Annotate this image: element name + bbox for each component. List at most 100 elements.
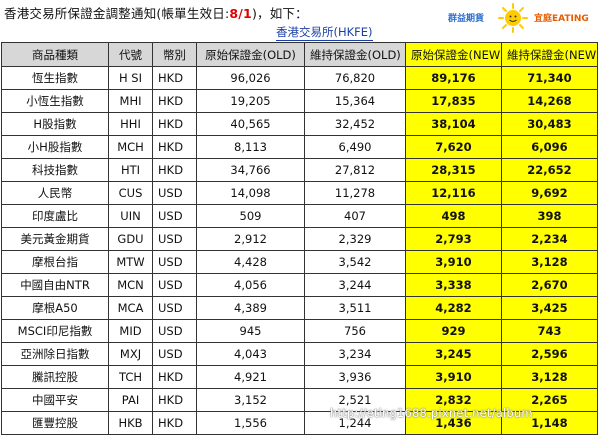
cell-initial-old: 1,556 [196, 411, 305, 435]
cell-initial-new: 28,315 [405, 158, 502, 182]
cell-maint-old: 3,511 [304, 296, 406, 320]
cell-initial-new: 3,245 [405, 342, 502, 366]
cell-maint-old: 15,364 [304, 89, 406, 113]
table-row: 小恆生指數 MHI HKD 19,205 15,364 17,835 14,268 [1, 89, 598, 113]
cell-maint-new: 30,483 [501, 112, 598, 136]
cell-product: 中國自由NTR [1, 273, 109, 297]
cell-maint-old: 407 [304, 204, 406, 228]
cell-initial-old: 2,912 [196, 227, 305, 251]
table-row: 小H股指數 MCH HKD 8,113 6,490 7,620 6,096 [1, 135, 598, 159]
cell-initial-new: 2,832 [405, 388, 502, 412]
table-row: MSCI印尼指數 MID USD 945 756 929 743 [1, 319, 598, 343]
cell-code: HKB [108, 411, 153, 435]
cell-currency: USD [152, 227, 197, 251]
exchange-subtitle: 香港交易所(HKFE) [276, 24, 373, 41]
cell-product: 中國平安 [1, 388, 109, 412]
table-header-row: 商品種類 代號 幣別 原始保證金(OLD) 維持保證金(OLD) 原始保證金(N… [1, 42, 598, 67]
cell-code: MCA [108, 296, 153, 320]
cell-initial-old: 4,056 [196, 273, 305, 297]
watermark-url: http://eting1688.pixnet.net/album [330, 406, 533, 420]
table-row: 騰訊控股 TCH HKD 4,921 3,936 3,910 3,128 [1, 365, 598, 389]
cell-maint-new: 6,096 [501, 135, 598, 159]
cell-code: MCH [108, 135, 153, 159]
cell-maint-old: 756 [304, 319, 406, 343]
cell-currency: USD [152, 342, 197, 366]
cell-currency: USD [152, 204, 197, 228]
cell-product: 小恆生指數 [1, 89, 109, 113]
table-row: 恆生指數 H SI HKD 96,026 76,820 89,176 71,340 [1, 66, 598, 90]
table-row: 摩根台指 MTW USD 4,428 3,542 3,910 3,128 [1, 250, 598, 274]
logo-left-text: 群益期貨 [448, 14, 485, 24]
cell-currency: HKD [152, 365, 197, 389]
cell-initial-new: 3,910 [405, 365, 502, 389]
cell-code: MID [108, 319, 153, 343]
subtitle-underline [276, 40, 373, 41]
cell-maint-new: 14,268 [501, 89, 598, 113]
cell-initial-new: 7,620 [405, 135, 502, 159]
cell-code: H SI [108, 66, 153, 90]
col-header-product: 商品種類 [1, 42, 109, 67]
table-row: 人民幣 CUS USD 14,098 11,278 12,116 9,692 [1, 181, 598, 205]
cell-currency: HKD [152, 112, 197, 136]
cell-maint-new: 398 [501, 204, 598, 228]
brand-logo: 群益期貨 宜庭EATING [446, 0, 598, 34]
cell-initial-old: 34,766 [196, 158, 305, 182]
cell-maint-new: 3,128 [501, 365, 598, 389]
cell-code: HTI [108, 158, 153, 182]
page-title: 香港交易所保證金調整通知(帳單生效日:8/1)，如下： [4, 3, 308, 22]
cell-maint-old: 3,936 [304, 365, 406, 389]
cell-initial-old: 3,152 [196, 388, 305, 412]
cell-currency: HKD [152, 89, 197, 113]
cell-initial-old: 19,205 [196, 89, 305, 113]
cell-product: H股指數 [1, 112, 109, 136]
cell-product: MSCI印尼指數 [1, 319, 109, 343]
cell-maint-new: 2,596 [501, 342, 598, 366]
cell-code: CUS [108, 181, 153, 205]
cell-code: TCH [108, 365, 153, 389]
cell-product: 印度盧比 [1, 204, 109, 228]
cell-code: GDU [108, 227, 153, 251]
cell-maint-old: 6,490 [304, 135, 406, 159]
cell-initial-old: 4,389 [196, 296, 305, 320]
sun-icon [498, 3, 528, 33]
cell-code: MHI [108, 89, 153, 113]
cell-product: 恆生指數 [1, 66, 109, 90]
table-body: 恆生指數 H SI HKD 96,026 76,820 89,176 71,340 小恆生指數… [1, 66, 598, 435]
cell-maint-old: 76,820 [304, 66, 406, 90]
cell-product: 亞洲除日指數 [1, 342, 109, 366]
title-after: )，如下： [251, 6, 308, 21]
col-header-maint-old: 維持保證金(OLD) [304, 42, 406, 67]
cell-initial-new: 17,835 [405, 89, 502, 113]
cell-code: HHI [108, 112, 153, 136]
cell-product: 人民幣 [1, 181, 109, 205]
table-row: 印度盧比 UIN USD 509 407 498 398 [1, 204, 598, 228]
table-row: 中國自由NTR MCN USD 4,056 3,244 3,338 2,670 [1, 273, 598, 297]
table-row: 美元黃金期貨 GDU USD 2,912 2,329 2,793 2,234 [1, 227, 598, 251]
margin-table: 商品種類 代號 幣別 原始保證金(OLD) 維持保證金(OLD) 原始保證金(N… [1, 42, 598, 435]
table-row: 摩根A50 MCA USD 4,389 3,511 4,282 3,425 [1, 296, 598, 320]
cell-product: 美元黃金期貨 [1, 227, 109, 251]
cell-initial-old: 509 [196, 204, 305, 228]
cell-maint-new: 22,652 [501, 158, 598, 182]
cell-initial-new: 929 [405, 319, 502, 343]
cell-maint-old: 3,244 [304, 273, 406, 297]
cell-product: 科技指數 [1, 158, 109, 182]
cell-initial-old: 4,428 [196, 250, 305, 274]
col-header-currency: 幣別 [152, 42, 197, 67]
table-row: 亞洲除日指數 MXJ USD 4,043 3,234 3,245 2,596 [1, 342, 598, 366]
cell-maint-new: 3,128 [501, 250, 598, 274]
col-header-maint-new: 維持保證金(NEW) [501, 42, 598, 67]
cell-initial-new: 3,338 [405, 273, 502, 297]
cell-maint-old: 2,329 [304, 227, 406, 251]
cell-maint-old: 27,812 [304, 158, 406, 182]
cell-product: 小H股指數 [1, 135, 109, 159]
cell-currency: USD [152, 181, 197, 205]
cell-currency: USD [152, 319, 197, 343]
cell-currency: HKD [152, 66, 197, 90]
cell-initial-new: 498 [405, 204, 502, 228]
table-row: 科技指數 HTI HKD 34,766 27,812 28,315 22,652 [1, 158, 598, 182]
cell-maint-old: 3,542 [304, 250, 406, 274]
effective-date: 8/1 [229, 6, 252, 21]
cell-maint-new: 71,340 [501, 66, 598, 90]
cell-product: 摩根A50 [1, 296, 109, 320]
